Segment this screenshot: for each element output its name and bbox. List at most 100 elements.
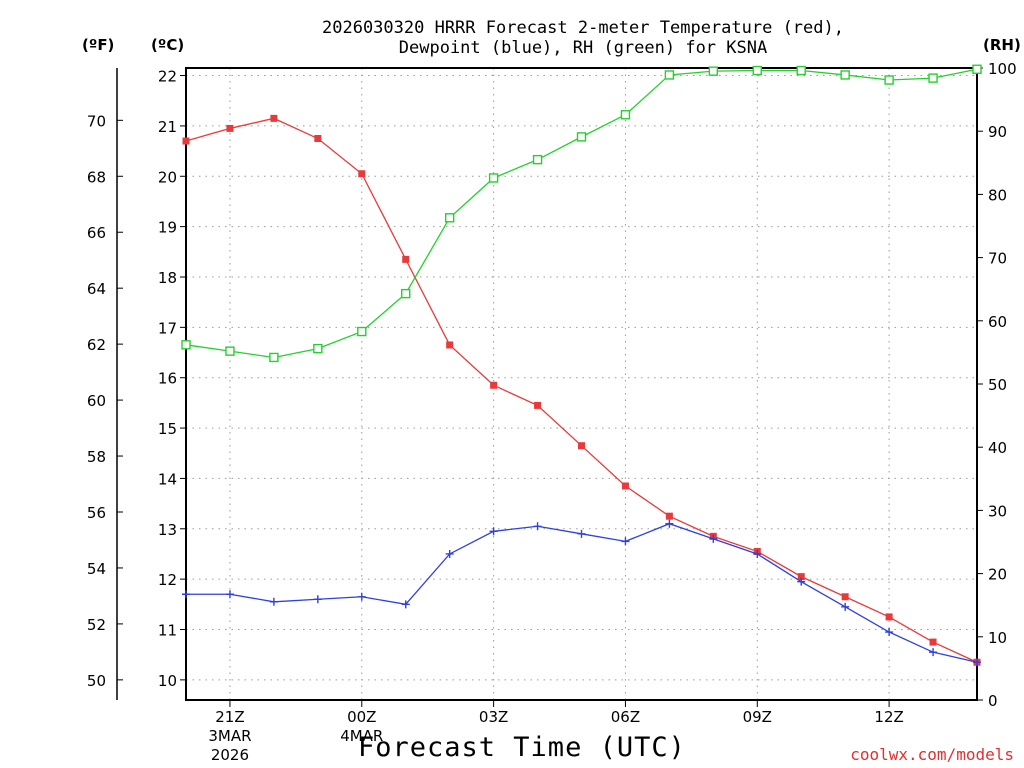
dewpoint-point — [182, 590, 190, 599]
rh-point — [664, 70, 675, 80]
dewpoint-point — [489, 527, 498, 536]
c-tick-label: 14 — [158, 470, 177, 488]
f-tick-label: 64 — [87, 280, 106, 298]
f-tick-label: 54 — [87, 560, 106, 578]
dewpoint-point — [973, 658, 981, 667]
rh-point — [620, 110, 631, 120]
rh-point — [444, 213, 455, 223]
x-tick-label: 12Z — [874, 708, 903, 726]
temperature-point — [621, 482, 629, 490]
temperature-point — [182, 137, 190, 145]
rh-tick-label: 20 — [988, 566, 1007, 584]
dewpoint-point — [797, 577, 806, 586]
temperature-point — [578, 442, 585, 450]
f-tick-label: 68 — [87, 168, 106, 186]
dewpoint-point — [577, 529, 586, 538]
rh-point — [181, 340, 191, 350]
c-tick-label: 13 — [158, 521, 177, 539]
rh-point — [752, 65, 762, 76]
rh-line — [185, 68, 978, 359]
f-tick-label: 70 — [87, 112, 106, 130]
f-tick-label: 60 — [87, 392, 106, 410]
temperature-point — [929, 638, 937, 646]
dewpoint-point — [445, 549, 454, 558]
rh-point — [357, 326, 367, 337]
dewpoint-point — [621, 537, 630, 546]
c-tick-label: 19 — [158, 219, 177, 237]
rh-point — [796, 65, 806, 76]
temperature-point — [358, 170, 366, 178]
unit-fahrenheit-label: (ºF) — [82, 36, 115, 54]
dewpoint-point — [225, 590, 234, 599]
rh-tick-label: 10 — [988, 629, 1007, 647]
rh-tick-label: 0 — [988, 692, 998, 710]
x-tick-label: 06Z — [611, 708, 640, 726]
f-tick-label: 52 — [87, 616, 106, 634]
rh-point — [928, 73, 938, 83]
c-tick-label: 16 — [158, 370, 177, 388]
temperature-point — [446, 341, 454, 349]
c-tick-label: 21 — [158, 118, 177, 136]
rh-tick-label: 90 — [988, 123, 1007, 141]
rh-point — [269, 352, 279, 363]
dewpoint-point — [313, 595, 322, 604]
plot-frame — [185, 67, 978, 701]
rh-tick-label: 60 — [988, 313, 1007, 331]
c-tick-label: 22 — [158, 68, 177, 86]
c-tick-label: 20 — [158, 168, 177, 186]
f-tick-label: 50 — [87, 672, 106, 690]
dewpoint-point — [269, 597, 278, 606]
dewpoint-point — [885, 628, 894, 637]
f-tick-label: 58 — [87, 448, 106, 466]
temperature-point — [270, 114, 278, 122]
unit-rh-label: (RH) — [983, 36, 1021, 54]
c-tick-label: 10 — [158, 672, 177, 690]
dewpoint-point — [841, 602, 850, 611]
rh-point — [225, 346, 235, 356]
c-tick-label: 15 — [158, 420, 177, 438]
rh-tick-label: 40 — [988, 439, 1007, 457]
rh-point — [884, 75, 894, 85]
c-tick-label: 17 — [158, 319, 177, 337]
x-tick-label: 21Z — [215, 708, 244, 726]
f-tick-label: 56 — [87, 504, 106, 522]
rh-tick-label: 100 — [988, 60, 1017, 78]
temperature-point — [534, 401, 542, 409]
rh-tick-label: 80 — [988, 186, 1007, 204]
rh-point — [532, 154, 543, 165]
rh-point — [840, 70, 850, 80]
temperature-point — [665, 512, 673, 520]
rh-tick-label: 30 — [988, 502, 1007, 520]
x-tick-label: 00Z — [347, 708, 376, 726]
rh-point — [708, 66, 719, 76]
x-tick-year-label: 2026 — [211, 746, 249, 764]
dewpoint-point — [709, 534, 718, 543]
dewpoint-point — [357, 592, 366, 601]
x-tick-date-label: 4MAR — [340, 727, 383, 745]
x-tick-date-label: 3MAR — [208, 727, 251, 745]
credit-text: coolwx.com/models — [850, 745, 1014, 764]
rh-point — [576, 132, 587, 142]
temperature-point — [797, 573, 805, 581]
x-tick-label: 09Z — [743, 708, 772, 726]
dewpoint-point — [533, 522, 542, 531]
temperature-point — [841, 593, 849, 601]
rh-point — [488, 173, 499, 183]
chart-title-line1: 2026030320 HRRR Forecast 2-meter Tempera… — [322, 18, 844, 38]
rh-tick-label: 70 — [988, 250, 1007, 268]
dewpoint-line — [186, 523, 978, 663]
dewpoint-point — [665, 519, 674, 528]
rh-point — [401, 288, 411, 299]
chart-title-line2: Dewpoint (blue), RH (green) for KSNA — [398, 38, 768, 58]
temperature-line — [185, 117, 978, 663]
c-tick-label: 12 — [158, 571, 177, 589]
x-axis-title: Forecast Time (UTC) — [358, 732, 686, 763]
temperature-point — [314, 135, 322, 143]
temperature-point — [402, 255, 410, 263]
temperature-point — [490, 381, 498, 389]
f-tick-label: 66 — [87, 224, 106, 242]
rh-point — [972, 64, 982, 74]
unit-celsius-label: (ºC) — [151, 36, 185, 54]
dewpoint-point — [401, 600, 410, 609]
